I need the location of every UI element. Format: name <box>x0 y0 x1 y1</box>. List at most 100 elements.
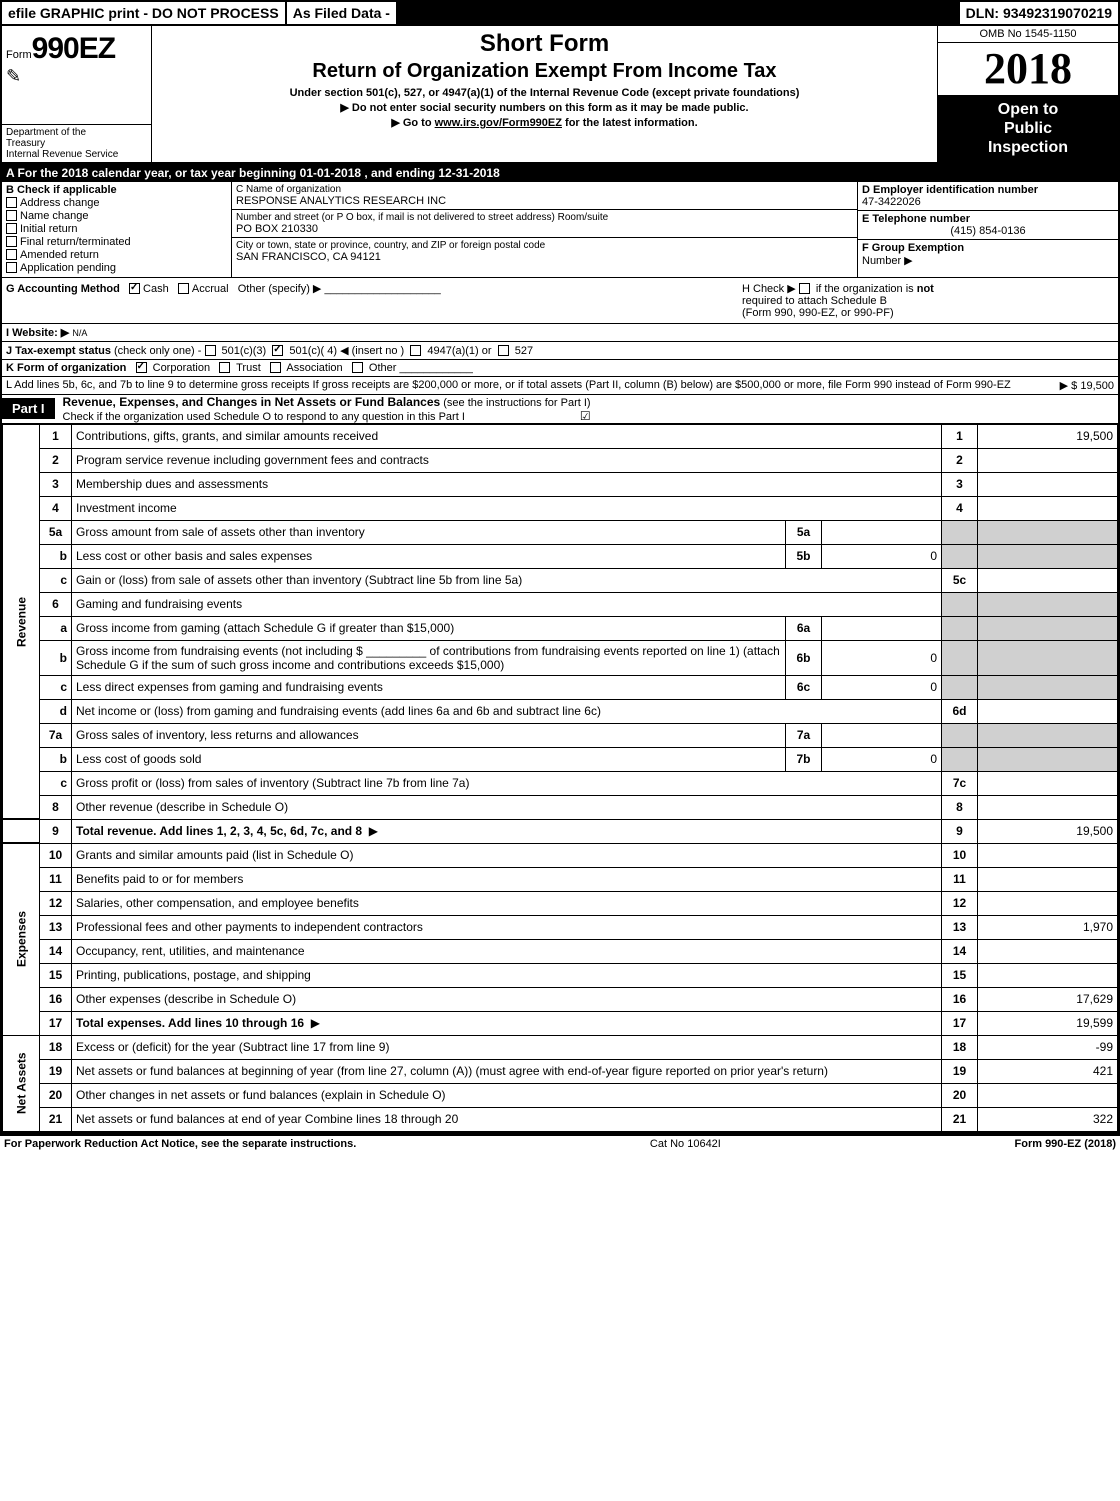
c-box: C Name of organization RESPONSE ANALYTIC… <box>232 182 858 277</box>
row-2: 2 Program service revenue including gove… <box>3 448 1118 472</box>
header: Form990EZ ✎ Department of the Treasury I… <box>2 26 1118 164</box>
row-14: 14 Occupancy, rent, utilities, and maint… <box>3 939 1118 963</box>
chk-pending[interactable]: Application pending <box>6 262 227 274</box>
d-ein-lbl: D Employer identification number <box>862 184 1038 196</box>
row-9: 9 Total revenue. Add lines 1, 2, 3, 4, 5… <box>3 819 1118 843</box>
org-name: RESPONSE ANALYTICS RESEARCH INC <box>236 195 853 207</box>
c-name-row: C Name of organization RESPONSE ANALYTIC… <box>232 182 857 210</box>
form-prefix: Form <box>6 49 32 61</box>
row-7c: c Gross profit or (loss) from sales of i… <box>3 771 1118 795</box>
chk-501c3[interactable] <box>205 345 216 356</box>
dept1: Department of the <box>6 127 147 138</box>
sub1: Under section 501(c), 527, or 4947(a)(1)… <box>160 87 929 99</box>
header-center: Short Form Return of Organization Exempt… <box>152 26 938 162</box>
row-8: 8 Other revenue (describe in Schedule O)… <box>3 795 1118 819</box>
h-check: H Check ▶ if the organization is not req… <box>738 278 1118 323</box>
row-17-text: Total expenses. Add lines 10 through 16 <box>76 1016 304 1030</box>
row-6d: d Net income or (loss) from gaming and f… <box>3 699 1118 723</box>
part1-header: Part I Revenue, Expenses, and Changes in… <box>2 394 1118 424</box>
footer: For Paperwork Reduction Act Notice, see … <box>0 1134 1120 1152</box>
chk-address[interactable]: Address change <box>6 197 227 209</box>
chk-cash[interactable] <box>129 283 140 294</box>
chk-501c[interactable] <box>272 345 283 356</box>
footer-mid: Cat No 10642I <box>356 1138 1014 1150</box>
k-org: K Form of organization Corporation Trust… <box>2 360 1118 377</box>
asfiled-label: As Filed Data - <box>287 2 396 24</box>
chk-final[interactable]: Final return/terminated <box>6 236 227 248</box>
chk-initial[interactable]: Initial return <box>6 223 227 235</box>
dept2: Treasury <box>6 138 147 149</box>
open-public: Open to Public Inspection <box>938 96 1118 162</box>
h-txt3: (Form 990, 990-EZ, or 990-PF) <box>742 307 894 319</box>
header-right: OMB No 1545-1150 2018 Open to Public Ins… <box>938 26 1118 162</box>
g-other: Other (specify) ▶ <box>238 283 322 295</box>
chk-amended[interactable]: Amended return <box>6 249 227 261</box>
g-accounting: G Accounting Method Cash Accrual Other (… <box>2 278 738 323</box>
sub3-post: for the latest information. <box>562 117 698 129</box>
sub2: ▶ Do not enter social security numbers o… <box>160 101 929 114</box>
b-box: B Check if applicable Address change Nam… <box>2 182 232 277</box>
row-6: 6 Gaming and fundraising events <box>3 592 1118 616</box>
g-lbl: G Accounting Method <box>6 283 120 295</box>
row-6b-t1: Gross income from fundraising events (no… <box>76 644 363 658</box>
lines-table: Revenue 1 Contributions, gifts, grants, … <box>2 424 1118 1132</box>
h-txt2: required to attach Schedule B <box>742 295 887 307</box>
h-not: not <box>917 283 934 295</box>
b-label: B Check if applicable <box>6 184 117 196</box>
i-lbl: I Website: ▶ <box>6 327 69 339</box>
chk-name[interactable]: Name change <box>6 210 227 222</box>
row-6c: c Less direct expenses from gaming and f… <box>3 675 1118 699</box>
c-city-row: City or town, state or province, country… <box>232 238 857 265</box>
part1-title: Revenue, Expenses, and Changes in Net As… <box>63 395 441 409</box>
row-18: Net Assets 18 Excess or (deficit) for th… <box>3 1035 1118 1059</box>
chk-other[interactable] <box>352 362 363 373</box>
row-11: 11 Benefits paid to or for members 11 <box>3 867 1118 891</box>
chk-corp[interactable] <box>136 362 147 373</box>
c-name-lbl: C Name of organization <box>236 184 853 195</box>
form-number: 990EZ <box>32 32 115 65</box>
part1-tab: Part I <box>2 398 55 419</box>
f-lbl2: Number ▶ <box>862 255 913 267</box>
header-left: Form990EZ ✎ Department of the Treasury I… <box>2 26 152 162</box>
row-17: 17 Total expenses. Add lines 10 through … <box>3 1011 1118 1035</box>
part1-title2: (see the instructions for Part I) <box>440 397 590 409</box>
gh-row: G Accounting Method Cash Accrual Other (… <box>2 278 1118 324</box>
side-net: Net Assets <box>3 1035 40 1131</box>
footer-right: Form 990-EZ (2018) <box>1015 1138 1117 1150</box>
row-5a: 5a Gross amount from sale of assets othe… <box>3 520 1118 544</box>
chk-assoc[interactable] <box>270 362 281 373</box>
chk-527[interactable] <box>498 345 509 356</box>
ein-value: 47-3422026 <box>862 196 921 208</box>
c-addr-lbl: Number and street (or P O box, if mail i… <box>236 212 853 223</box>
part1-titlewrap: Revenue, Expenses, and Changes in Net As… <box>63 395 591 423</box>
dln-label: DLN: 93492319070219 <box>960 2 1118 24</box>
d-box: D Employer identification number 47-3422… <box>858 182 1118 277</box>
row-20: 20 Other changes in net assets or fund b… <box>3 1083 1118 1107</box>
chk-accrual[interactable] <box>178 283 189 294</box>
chk-h[interactable] <box>799 283 810 294</box>
c-city-lbl: City or town, state or province, country… <box>236 240 853 251</box>
e-tel: E Telephone number (415) 854-0136 <box>858 211 1118 240</box>
sub3-link[interactable]: www.irs.gov/Form990EZ <box>435 117 562 129</box>
footer-left: For Paperwork Reduction Act Notice, see … <box>4 1138 356 1150</box>
part1-sub: Check if the organization used Schedule … <box>63 411 465 423</box>
sub3-pre: ▶ Go to <box>391 117 434 129</box>
k-lbl: K Form of organization <box>6 362 126 374</box>
seal-icon: ✎ <box>6 66 147 87</box>
row-7a: 7a Gross sales of inventory, less return… <box>3 723 1118 747</box>
efile-label: efile GRAPHIC print - DO NOT PROCESS <box>2 2 285 24</box>
row-10: Expenses 10 Grants and similar amounts p… <box>3 843 1118 867</box>
j-status: J Tax-exempt status J Tax-exempt status … <box>2 342 1118 360</box>
row-3: 3 Membership dues and assessments 3 <box>3 472 1118 496</box>
org-city: SAN FRANCISCO, CA 94121 <box>236 251 853 263</box>
side-revenue: Revenue <box>3 424 40 819</box>
chk-4947[interactable] <box>410 345 421 356</box>
e-tel-lbl: E Telephone number <box>862 213 970 225</box>
h-txt1: if the organization is <box>816 283 917 295</box>
chk-trust[interactable] <box>219 362 230 373</box>
tel-value: (415) 854-0136 <box>862 225 1114 237</box>
row-12: 12 Salaries, other compensation, and emp… <box>3 891 1118 915</box>
row-5c: c Gain or (loss) from sale of assets oth… <box>3 568 1118 592</box>
row-15: 15 Printing, publications, postage, and … <box>3 963 1118 987</box>
c-addr-row: Number and street (or P O box, if mail i… <box>232 210 857 238</box>
